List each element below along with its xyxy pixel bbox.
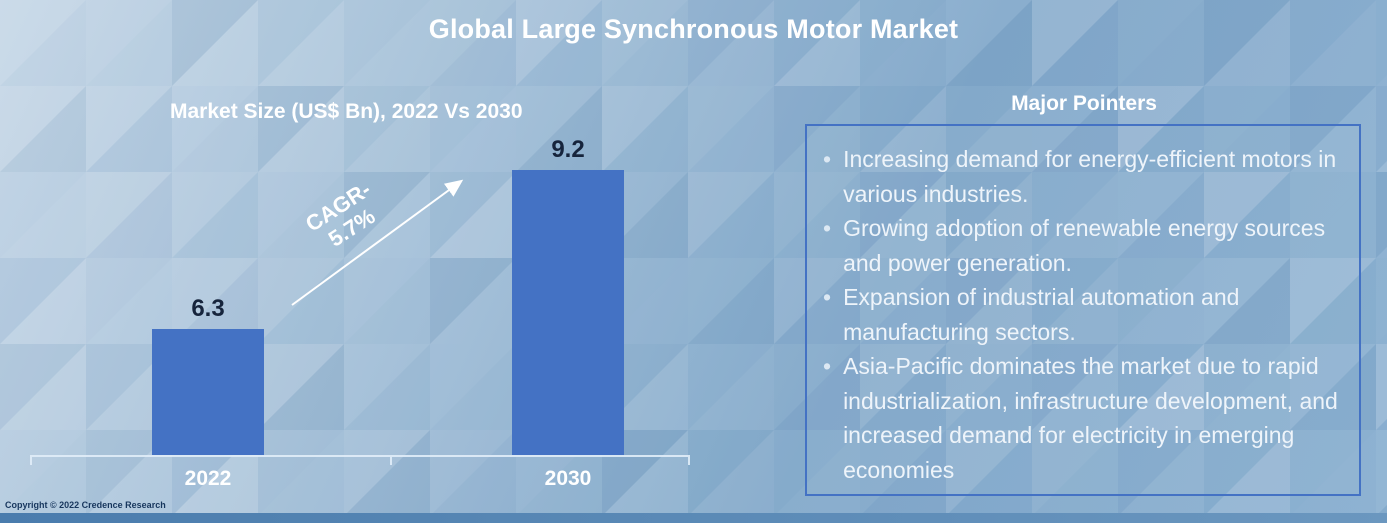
- bar-value-label: 6.3: [191, 295, 225, 322]
- bar-column: 9.2: [512, 136, 624, 455]
- pointer-text: Growing adoption of renewable energy sou…: [843, 215, 1326, 276]
- category-label: 2030: [544, 467, 592, 490]
- pointer-item: • Increasing demand for energy-efficient …: [823, 142, 1341, 211]
- axis-tick: [389, 457, 392, 465]
- page-title: Global Large Synchronous Motor Market: [428, 14, 959, 44]
- pointer-text: Asia-Pacific dominates the market due to…: [843, 353, 1338, 483]
- bar: [152, 329, 264, 455]
- bullet-icon: •: [823, 146, 832, 172]
- pointer-text: Expansion of industrial automation and m…: [843, 284, 1240, 345]
- copyright-text: Copyright © 2022 Credence Research: [5, 500, 166, 510]
- chart-title: Market Size (US$ Bn), 2022 Vs 2030: [170, 100, 523, 123]
- x-axis-line: [30, 455, 690, 457]
- bullet-icon: •: [823, 284, 832, 310]
- major-pointers-list: • Increasing demand for energy-efficient …: [807, 126, 1359, 497]
- pointer-item: • Asia-Pacific dominates the market due t…: [823, 349, 1341, 487]
- cagr-annotation: CAGR- 5.7%: [273, 158, 418, 277]
- category-label: 2022: [184, 467, 232, 490]
- axis-tick: [688, 457, 690, 465]
- bar-value-label: 9.2: [551, 136, 585, 163]
- bullet-icon: •: [823, 353, 832, 379]
- major-pointers-box: • Increasing demand for energy-efficient …: [805, 124, 1361, 496]
- bottom-accent-bar: [0, 513, 1387, 523]
- pointer-text: Increasing demand for energy-efficient m…: [843, 146, 1337, 207]
- bar: [512, 170, 624, 455]
- pointer-item: • Growing adoption of renewable energy so…: [823, 211, 1341, 280]
- bullet-icon: •: [823, 215, 832, 241]
- bar-column: 6.3: [152, 295, 264, 455]
- pointer-item: • Expansion of industrial automation and …: [823, 280, 1341, 349]
- major-pointers-title: Major Pointers: [1011, 92, 1157, 115]
- axis-tick: [30, 457, 32, 465]
- bar-chart: 6.3 9.2 CAGR- 5.7% 2022 2030: [30, 136, 690, 490]
